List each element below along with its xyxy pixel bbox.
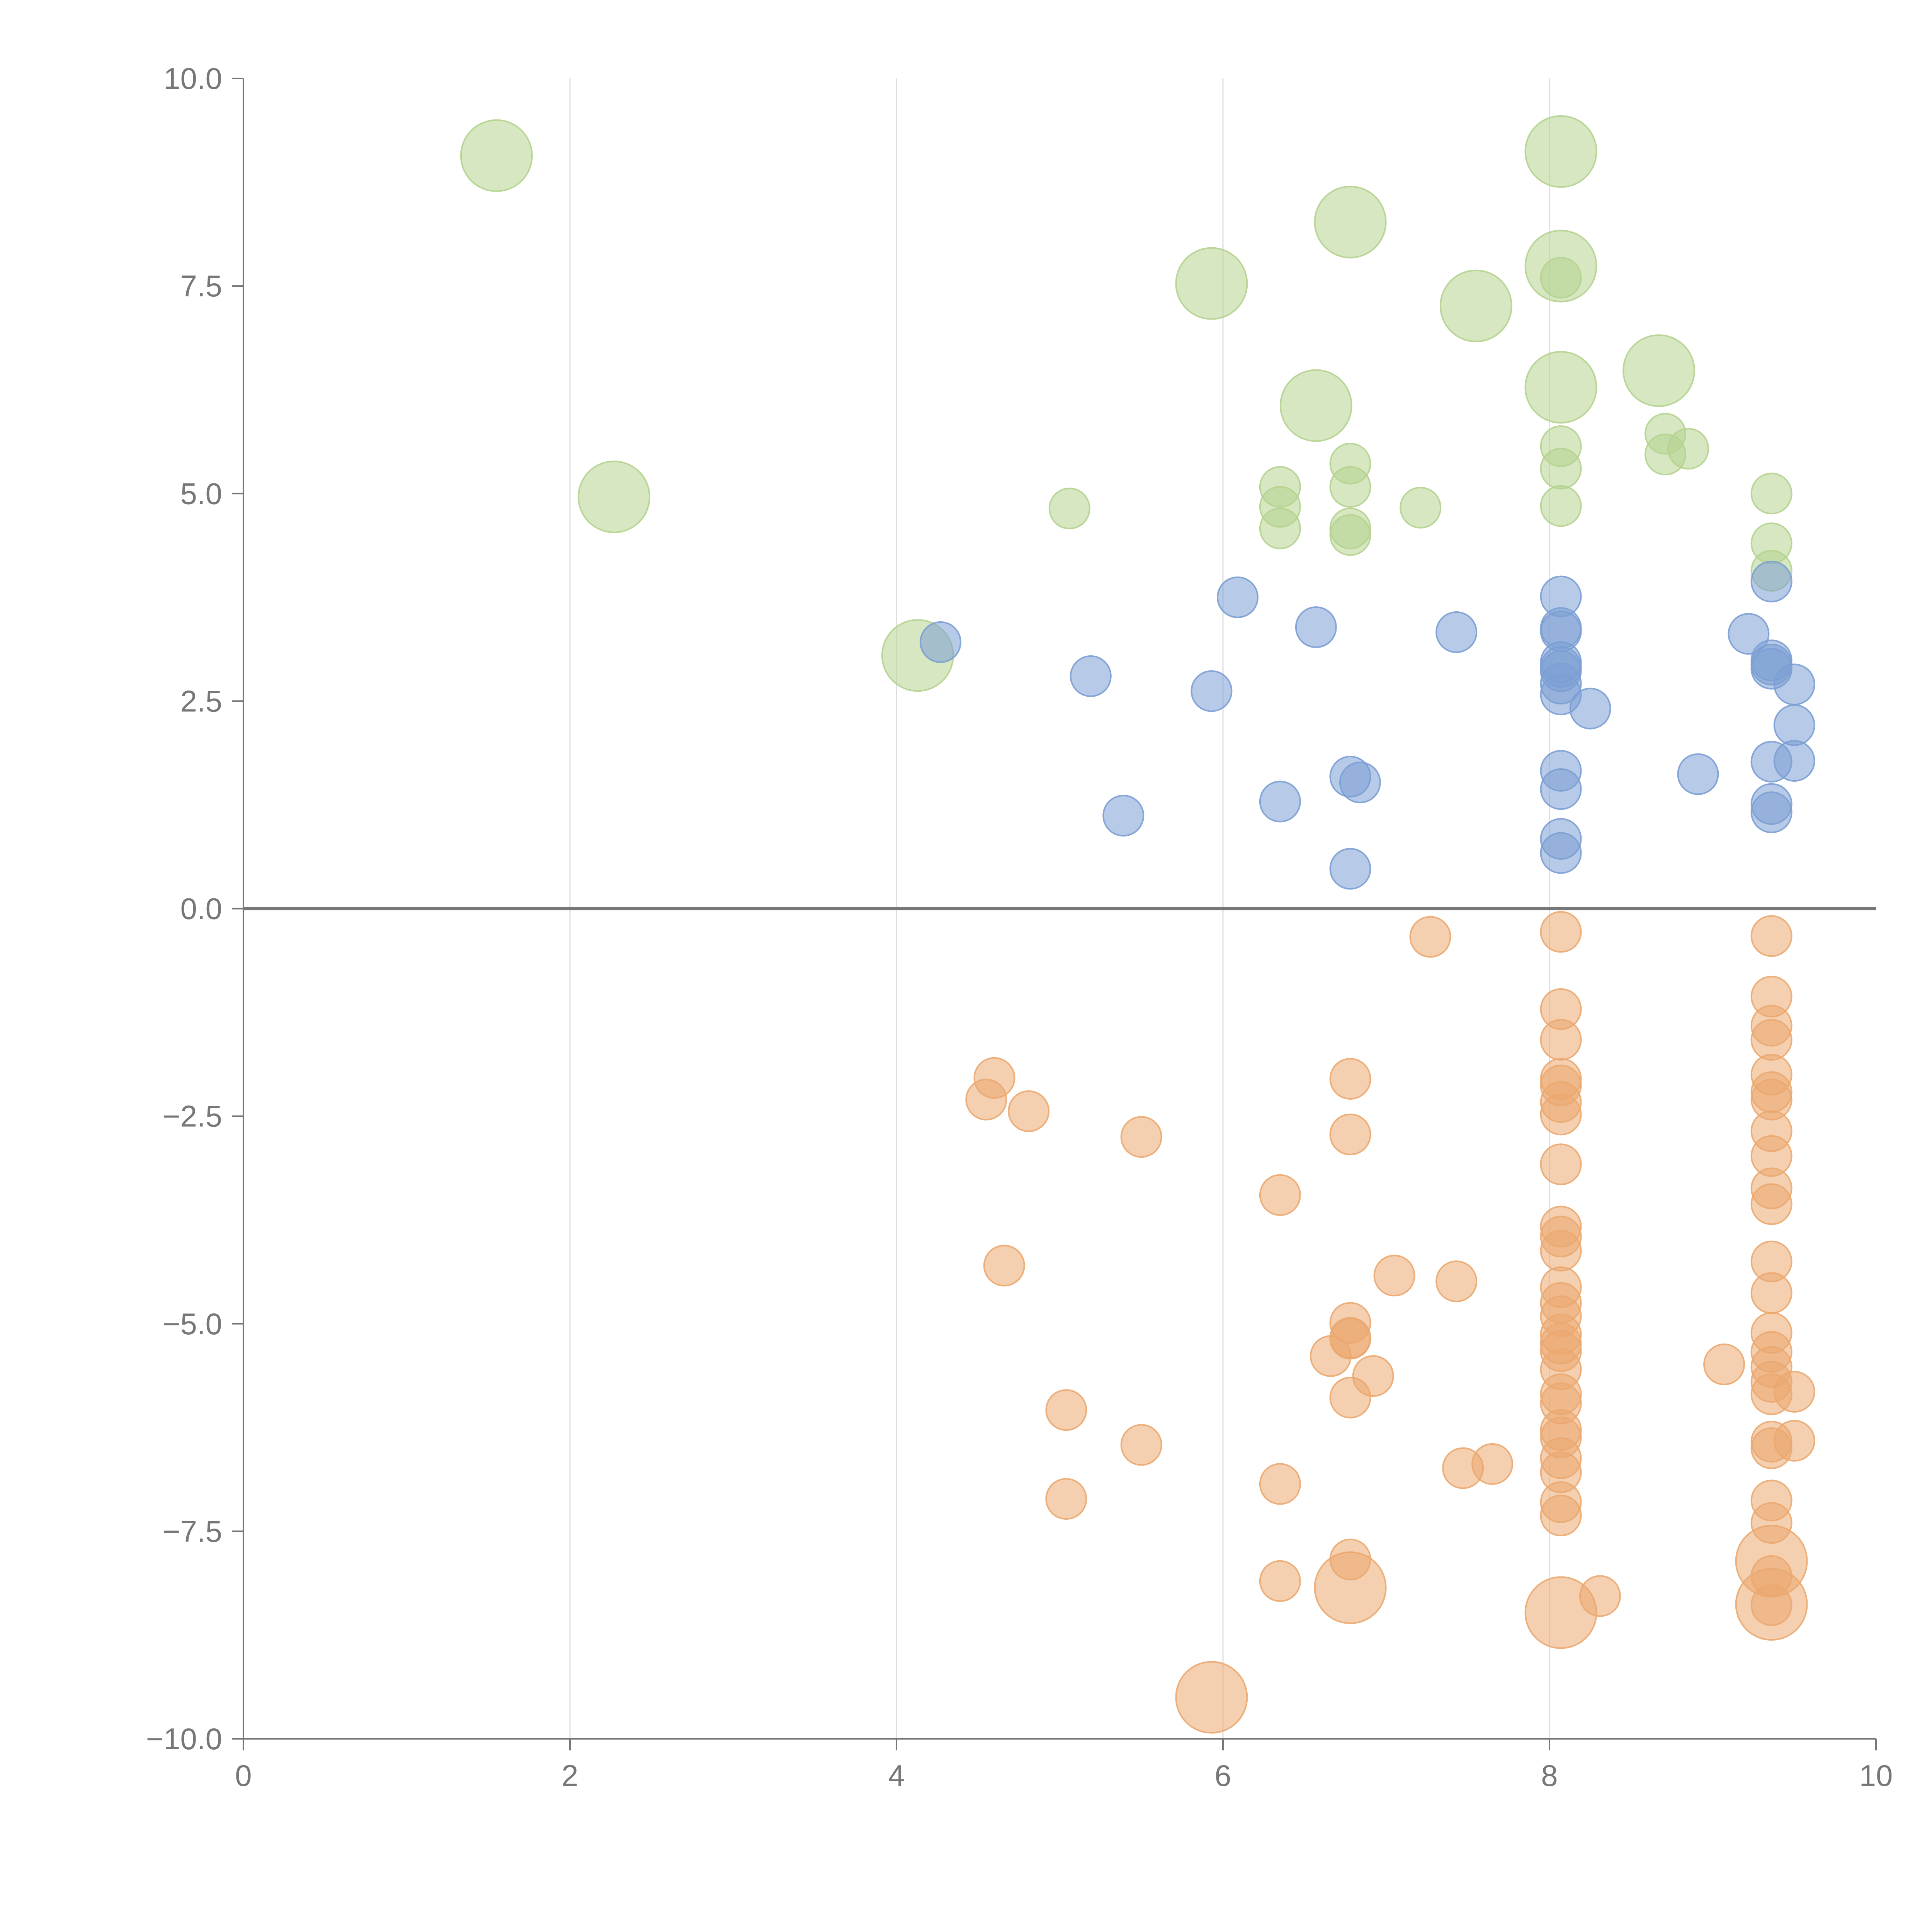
data-point — [1703, 1344, 1745, 1386]
data-point — [1329, 514, 1371, 556]
data-point — [1540, 1143, 1582, 1185]
data-point — [1524, 115, 1597, 188]
data-point — [1750, 1584, 1793, 1626]
y-tick-label: 0.0 — [180, 892, 222, 926]
y-tick-label: −10.0 — [146, 1722, 222, 1756]
data-point — [1329, 466, 1371, 508]
data-point — [1540, 1230, 1582, 1272]
x-tick-label: 8 — [1541, 1759, 1558, 1793]
data-point — [1622, 334, 1696, 407]
data-point — [973, 1057, 1015, 1099]
data-point — [1540, 1019, 1582, 1061]
data-point — [1773, 704, 1815, 746]
data-point — [1339, 761, 1381, 803]
data-point — [1667, 428, 1709, 470]
data-point — [1540, 832, 1582, 874]
x-tick-label: 6 — [1214, 1759, 1231, 1793]
data-point — [1435, 1260, 1478, 1303]
data-point — [1352, 1355, 1394, 1397]
data-point — [1259, 1560, 1301, 1602]
data-point — [1102, 794, 1145, 837]
data-point — [1540, 911, 1582, 953]
data-point — [1579, 1575, 1621, 1617]
data-point — [1295, 606, 1337, 648]
data-point — [1540, 447, 1582, 490]
y-tick-label: −2.5 — [163, 1099, 222, 1133]
data-point — [1259, 507, 1301, 549]
data-point — [983, 1245, 1025, 1287]
points-layer — [460, 115, 1815, 1734]
data-point — [1750, 560, 1793, 602]
data-point — [1008, 1090, 1050, 1132]
data-point — [578, 460, 651, 533]
data-point — [1569, 687, 1611, 730]
data-point — [1524, 351, 1597, 424]
y-tick-label: 2.5 — [180, 684, 222, 718]
data-point — [1728, 613, 1770, 655]
data-point — [1773, 663, 1815, 706]
y-tick-label: 10.0 — [163, 61, 222, 95]
data-point — [1259, 1463, 1301, 1505]
series-0 — [460, 115, 1793, 692]
data-point — [1439, 269, 1512, 342]
data-point — [1750, 915, 1793, 957]
data-point — [1175, 1661, 1248, 1734]
series-1 — [920, 560, 1815, 890]
x-tick-label: 0 — [235, 1759, 252, 1793]
data-point — [920, 621, 962, 663]
data-point — [1435, 611, 1478, 653]
data-point — [1540, 1495, 1582, 1537]
data-point — [1259, 1174, 1301, 1216]
y-tick-label: 7.5 — [180, 269, 222, 303]
data-point — [1750, 791, 1793, 833]
x-tick-label: 4 — [888, 1759, 905, 1793]
data-point — [1373, 1255, 1415, 1297]
data-point — [1540, 1094, 1582, 1136]
data-point — [1045, 1478, 1087, 1520]
data-point — [1540, 768, 1582, 810]
data-point — [1259, 781, 1301, 823]
data-point — [1329, 1113, 1371, 1155]
y-tick-label: −5.0 — [163, 1307, 222, 1341]
tick-layer: −10.0 −7.5 −5.0 −2.5 0.0 2.5 5.0 7.5 10.0 0 2 4 6 8 10 — [146, 61, 1893, 1793]
y-tick-label: 5.0 — [180, 476, 222, 510]
data-point — [1750, 741, 1793, 783]
data-point — [1750, 473, 1793, 515]
data-point — [1279, 369, 1352, 442]
data-point — [1750, 1272, 1793, 1314]
data-point — [1175, 247, 1248, 320]
data-point — [1045, 1389, 1087, 1431]
series-2 — [965, 911, 1815, 1734]
data-point — [1409, 916, 1451, 958]
x-tick-label: 10 — [1859, 1759, 1893, 1793]
data-point — [1120, 1116, 1162, 1158]
data-point — [1190, 670, 1233, 712]
data-point — [1048, 487, 1090, 529]
data-point — [1329, 1058, 1371, 1100]
data-point — [1329, 1318, 1371, 1360]
data-point — [1070, 655, 1112, 697]
data-point — [1750, 1183, 1793, 1225]
data-point — [460, 119, 533, 192]
data-point — [1750, 1502, 1793, 1544]
data-point — [1773, 1420, 1815, 1462]
y-tick-label: −7.5 — [163, 1514, 222, 1548]
data-point — [1540, 485, 1582, 527]
data-point — [1677, 753, 1719, 795]
data-point — [1471, 1443, 1514, 1485]
data-point — [1329, 848, 1371, 890]
data-point — [1773, 1371, 1815, 1413]
data-point — [1329, 1538, 1371, 1580]
data-point — [1314, 185, 1387, 259]
data-point — [1540, 257, 1582, 299]
data-point — [1217, 576, 1259, 618]
x-tick-label: 2 — [561, 1759, 578, 1793]
data-point — [1120, 1424, 1162, 1466]
data-point — [1400, 486, 1442, 529]
